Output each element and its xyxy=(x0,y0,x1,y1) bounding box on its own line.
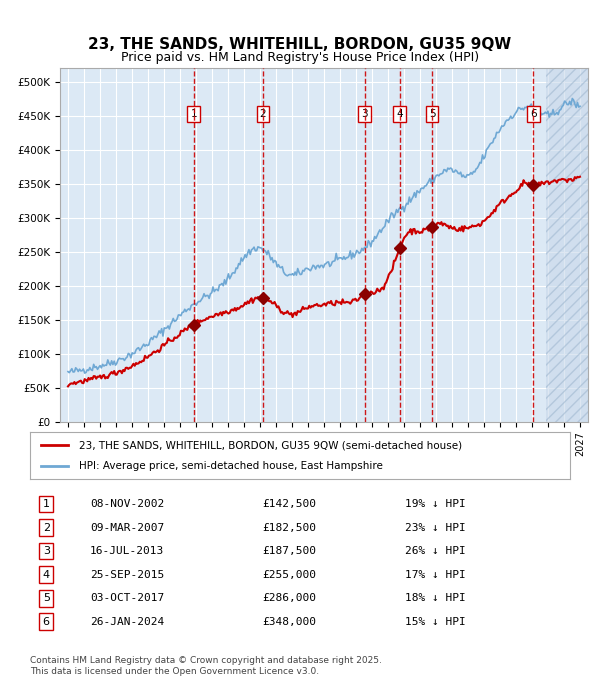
Text: 3: 3 xyxy=(43,546,50,556)
Text: £255,000: £255,000 xyxy=(262,570,316,580)
Text: 15% ↓ HPI: 15% ↓ HPI xyxy=(404,617,466,627)
Text: 4: 4 xyxy=(397,109,403,119)
Bar xyxy=(545,68,588,422)
Text: 23, THE SANDS, WHITEHILL, BORDON, GU35 9QW: 23, THE SANDS, WHITEHILL, BORDON, GU35 9… xyxy=(88,37,512,52)
Text: 3: 3 xyxy=(361,109,368,119)
Text: 1: 1 xyxy=(43,499,50,509)
Text: 6: 6 xyxy=(530,109,536,119)
Text: 26% ↓ HPI: 26% ↓ HPI xyxy=(404,546,466,556)
Text: 18% ↓ HPI: 18% ↓ HPI xyxy=(404,593,466,603)
Text: HPI: Average price, semi-detached house, East Hampshire: HPI: Average price, semi-detached house,… xyxy=(79,461,382,471)
Text: £348,000: £348,000 xyxy=(262,617,316,627)
Text: 6: 6 xyxy=(43,617,50,627)
Text: Price paid vs. HM Land Registry's House Price Index (HPI): Price paid vs. HM Land Registry's House … xyxy=(121,51,479,65)
Text: 17% ↓ HPI: 17% ↓ HPI xyxy=(404,570,466,580)
Text: £182,500: £182,500 xyxy=(262,523,316,532)
Text: 5: 5 xyxy=(428,109,436,119)
Text: 23, THE SANDS, WHITEHILL, BORDON, GU35 9QW (semi-detached house): 23, THE SANDS, WHITEHILL, BORDON, GU35 9… xyxy=(79,440,462,450)
Text: 09-MAR-2007: 09-MAR-2007 xyxy=(90,523,164,532)
Text: 1: 1 xyxy=(190,109,197,119)
Text: 4: 4 xyxy=(43,570,50,580)
Text: £187,500: £187,500 xyxy=(262,546,316,556)
Text: 16-JUL-2013: 16-JUL-2013 xyxy=(90,546,164,556)
Text: 5: 5 xyxy=(43,593,50,603)
Text: 2: 2 xyxy=(260,109,266,119)
Text: £286,000: £286,000 xyxy=(262,593,316,603)
Text: 2: 2 xyxy=(43,523,50,532)
Text: 25-SEP-2015: 25-SEP-2015 xyxy=(90,570,164,580)
Text: 08-NOV-2002: 08-NOV-2002 xyxy=(90,499,164,509)
Text: 23% ↓ HPI: 23% ↓ HPI xyxy=(404,523,466,532)
Text: £142,500: £142,500 xyxy=(262,499,316,509)
Text: 26-JAN-2024: 26-JAN-2024 xyxy=(90,617,164,627)
Text: 19% ↓ HPI: 19% ↓ HPI xyxy=(404,499,466,509)
Text: Contains HM Land Registry data © Crown copyright and database right 2025.
This d: Contains HM Land Registry data © Crown c… xyxy=(30,656,382,676)
Text: 03-OCT-2017: 03-OCT-2017 xyxy=(90,593,164,603)
